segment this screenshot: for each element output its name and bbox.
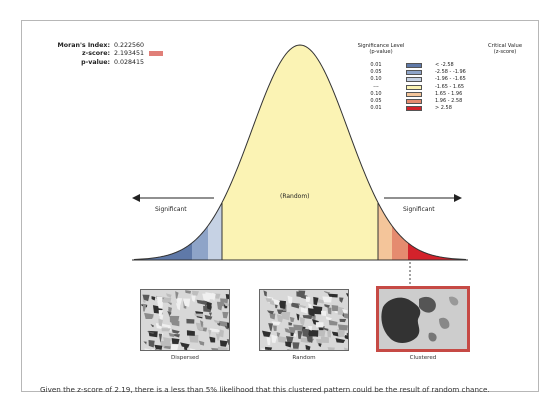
left-significant-label: Significant — [155, 206, 187, 213]
legend-sig-title: Significance Level (p-value) — [350, 43, 412, 55]
random-pattern-image — [260, 290, 348, 350]
curve-outline — [133, 44, 467, 260]
clustered-pattern-image — [379, 289, 467, 349]
dispersed-pattern-map — [140, 289, 230, 351]
result-caption: Given the z-score of 2.19, there is a le… — [40, 385, 490, 394]
legend-row: 0.05 1.96 - 2.58 — [355, 98, 530, 105]
legend-swatch — [406, 70, 422, 76]
legend-critical-value: 1.65 - 1.96 — [435, 90, 463, 97]
z-score-value-wrap: 2.193451 — [110, 50, 206, 58]
right-significant-label: Significant — [403, 206, 435, 213]
legend-critical-value: -1.65 - 1.65 — [435, 83, 465, 90]
stats-panel: Moran's Index: 0.222560 z-score: 2.19345… — [36, 42, 206, 67]
curve-band — [192, 45, 208, 260]
curve-band — [222, 45, 378, 260]
p-value-label: p-value: — [81, 58, 110, 66]
curve-band — [392, 45, 408, 260]
clustered-pattern-map — [376, 286, 470, 352]
legend-row: 0.01 > 2.58 — [355, 105, 530, 112]
legend-significance: 0.10 — [370, 76, 382, 83]
legend-significance: 0.05 — [370, 98, 382, 104]
legend-swatch — [406, 63, 422, 68]
legend-row: --- -1.65 - 1.65 — [355, 84, 530, 91]
legend-significance: 0.01 — [370, 62, 382, 68]
legend-significance: 0.10 — [370, 90, 382, 97]
right-arrow-head — [454, 194, 462, 202]
legend-sig-title-text: Significance Level — [357, 43, 405, 49]
legend-row: 0.10 1.65 - 1.96 — [355, 91, 530, 98]
legend-critical-value: 1.96 - 2.58 — [435, 98, 463, 104]
legend-cv-title: Critical Value (z-score) — [475, 43, 535, 55]
legend-row: 0.05 -2.58 - -1.96 — [355, 69, 530, 76]
p-value-row: p-value: 0.028415 — [36, 59, 206, 67]
legend-significance: --- — [373, 83, 379, 90]
p-value-value: 0.028415 — [114, 58, 145, 66]
legend-cv-title-text: Critical Value — [487, 43, 523, 49]
curve-band — [134, 45, 192, 260]
legend-cv-title-sub: (z-score) — [493, 49, 517, 55]
legend-swatch — [406, 91, 422, 97]
legend-critical-value: > 2.58 — [435, 105, 452, 112]
dispersed-pattern-image — [141, 290, 229, 350]
random-map-label: Random — [292, 355, 316, 361]
morans-index-value: 0.222560 — [114, 42, 145, 49]
clustered-label: Clustered — [409, 355, 437, 361]
z-score-label: z-score: — [82, 50, 110, 58]
morans-index-label: Moran's Index: — [57, 42, 110, 49]
curve-band — [208, 45, 222, 260]
dispersed-label: Dispersed — [171, 355, 199, 361]
z-score-swatch — [149, 50, 164, 56]
random-label: (Random) — [280, 193, 310, 200]
legend-sig-title-sub: (p-value) — [369, 49, 393, 55]
legend-critical-value: -1.96 - -1.65 — [435, 76, 466, 83]
legend-row: 0.10 -1.96 - -1.65 — [355, 76, 530, 83]
legend-swatch — [406, 77, 422, 83]
left-arrow-head — [132, 194, 140, 202]
curve-region-fills — [134, 45, 466, 260]
legend-significance: 0.01 — [370, 105, 382, 112]
curve-band — [408, 45, 466, 260]
legend-row: 0.01 < -2.58 — [355, 62, 530, 69]
curve-band — [378, 45, 392, 260]
legend-swatch — [406, 99, 422, 104]
legend-critical-value: -2.58 - -1.96 — [435, 69, 466, 76]
legend-swatch — [406, 84, 422, 90]
random-pattern-map — [259, 289, 349, 351]
legend-critical-value: < -2.58 — [435, 62, 454, 68]
legend-swatch — [406, 106, 422, 112]
legend-significance: 0.05 — [370, 69, 382, 76]
morans-index-row: Moran's Index: 0.222560 — [36, 42, 206, 50]
z-score-value: 2.193451 — [114, 50, 145, 58]
z-score-row: z-score: 2.193451 — [36, 50, 206, 58]
